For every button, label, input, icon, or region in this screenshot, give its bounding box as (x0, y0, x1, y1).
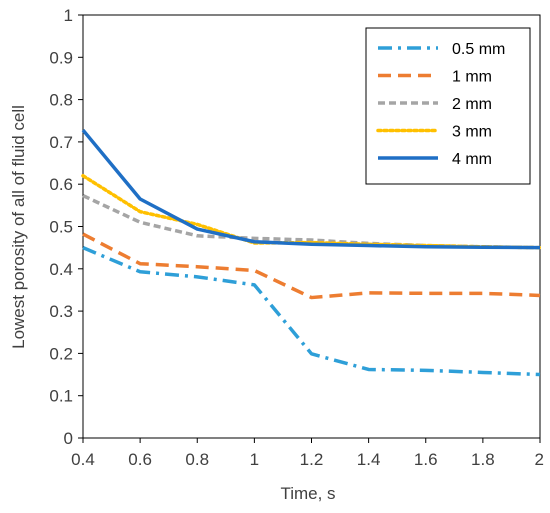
x-tick-label: 2 (535, 450, 544, 469)
x-tick-label: 0.4 (71, 450, 95, 469)
y-tick-label: 0.8 (49, 91, 73, 110)
legend-item: 3 mm (376, 124, 492, 141)
series-line-1-mm (82, 232, 541, 300)
legend-item: 4 mm (378, 151, 492, 168)
y-tick-label: 0.2 (49, 344, 73, 363)
legend-item: 1 mm (378, 69, 492, 86)
y-axis-title: Lowest porosity of all of fluid cell (9, 105, 28, 349)
x-tick-label: 0.6 (128, 450, 152, 469)
x-tick-label: 0.8 (185, 450, 209, 469)
y-tick-label: 0.3 (49, 302, 73, 321)
legend-item: 0.5 mm (378, 41, 505, 58)
y-tick-label: 0.7 (49, 133, 73, 152)
y-tick-label: 0.1 (49, 387, 73, 406)
legend-label: 2 mm (452, 96, 492, 113)
legend-label: 1 mm (452, 69, 492, 86)
y-tick-label: 0.5 (49, 218, 73, 237)
y-tick-label: 0.9 (49, 48, 73, 67)
legend-label: 4 mm (452, 151, 492, 168)
legend-box (365, 27, 531, 185)
x-tick-label: 1.6 (414, 450, 438, 469)
legend-label: 0.5 mm (452, 41, 505, 58)
legend-label: 3 mm (452, 124, 492, 141)
series-layer (81, 128, 542, 377)
y-tick-label: 0.6 (49, 175, 73, 194)
x-tick-label: 1.8 (471, 450, 495, 469)
y-tick-label: 1 (64, 6, 73, 25)
legend-item: 2 mm (378, 96, 492, 113)
legend: 0.5 mm 1 mm 2 mm 3 mm 4 mm (365, 27, 531, 185)
x-tick-label: 1.4 (357, 450, 381, 469)
series-line-4-mm (81, 128, 541, 250)
x-tick-label: 1.2 (300, 450, 324, 469)
y-tick-label: 0.4 (49, 260, 73, 279)
axes: 0 0.1 0.2 0.3 0.4 0.5 0.6 0.7 0.8 0.9 1 0.4 0.6 0.8 1 1… (49, 6, 544, 469)
series-line-0-5-mm (82, 246, 541, 377)
x-axis-title: Time, s (280, 484, 335, 503)
x-tick-label: 1 (250, 450, 259, 469)
y-tick-label: 0 (64, 429, 73, 448)
